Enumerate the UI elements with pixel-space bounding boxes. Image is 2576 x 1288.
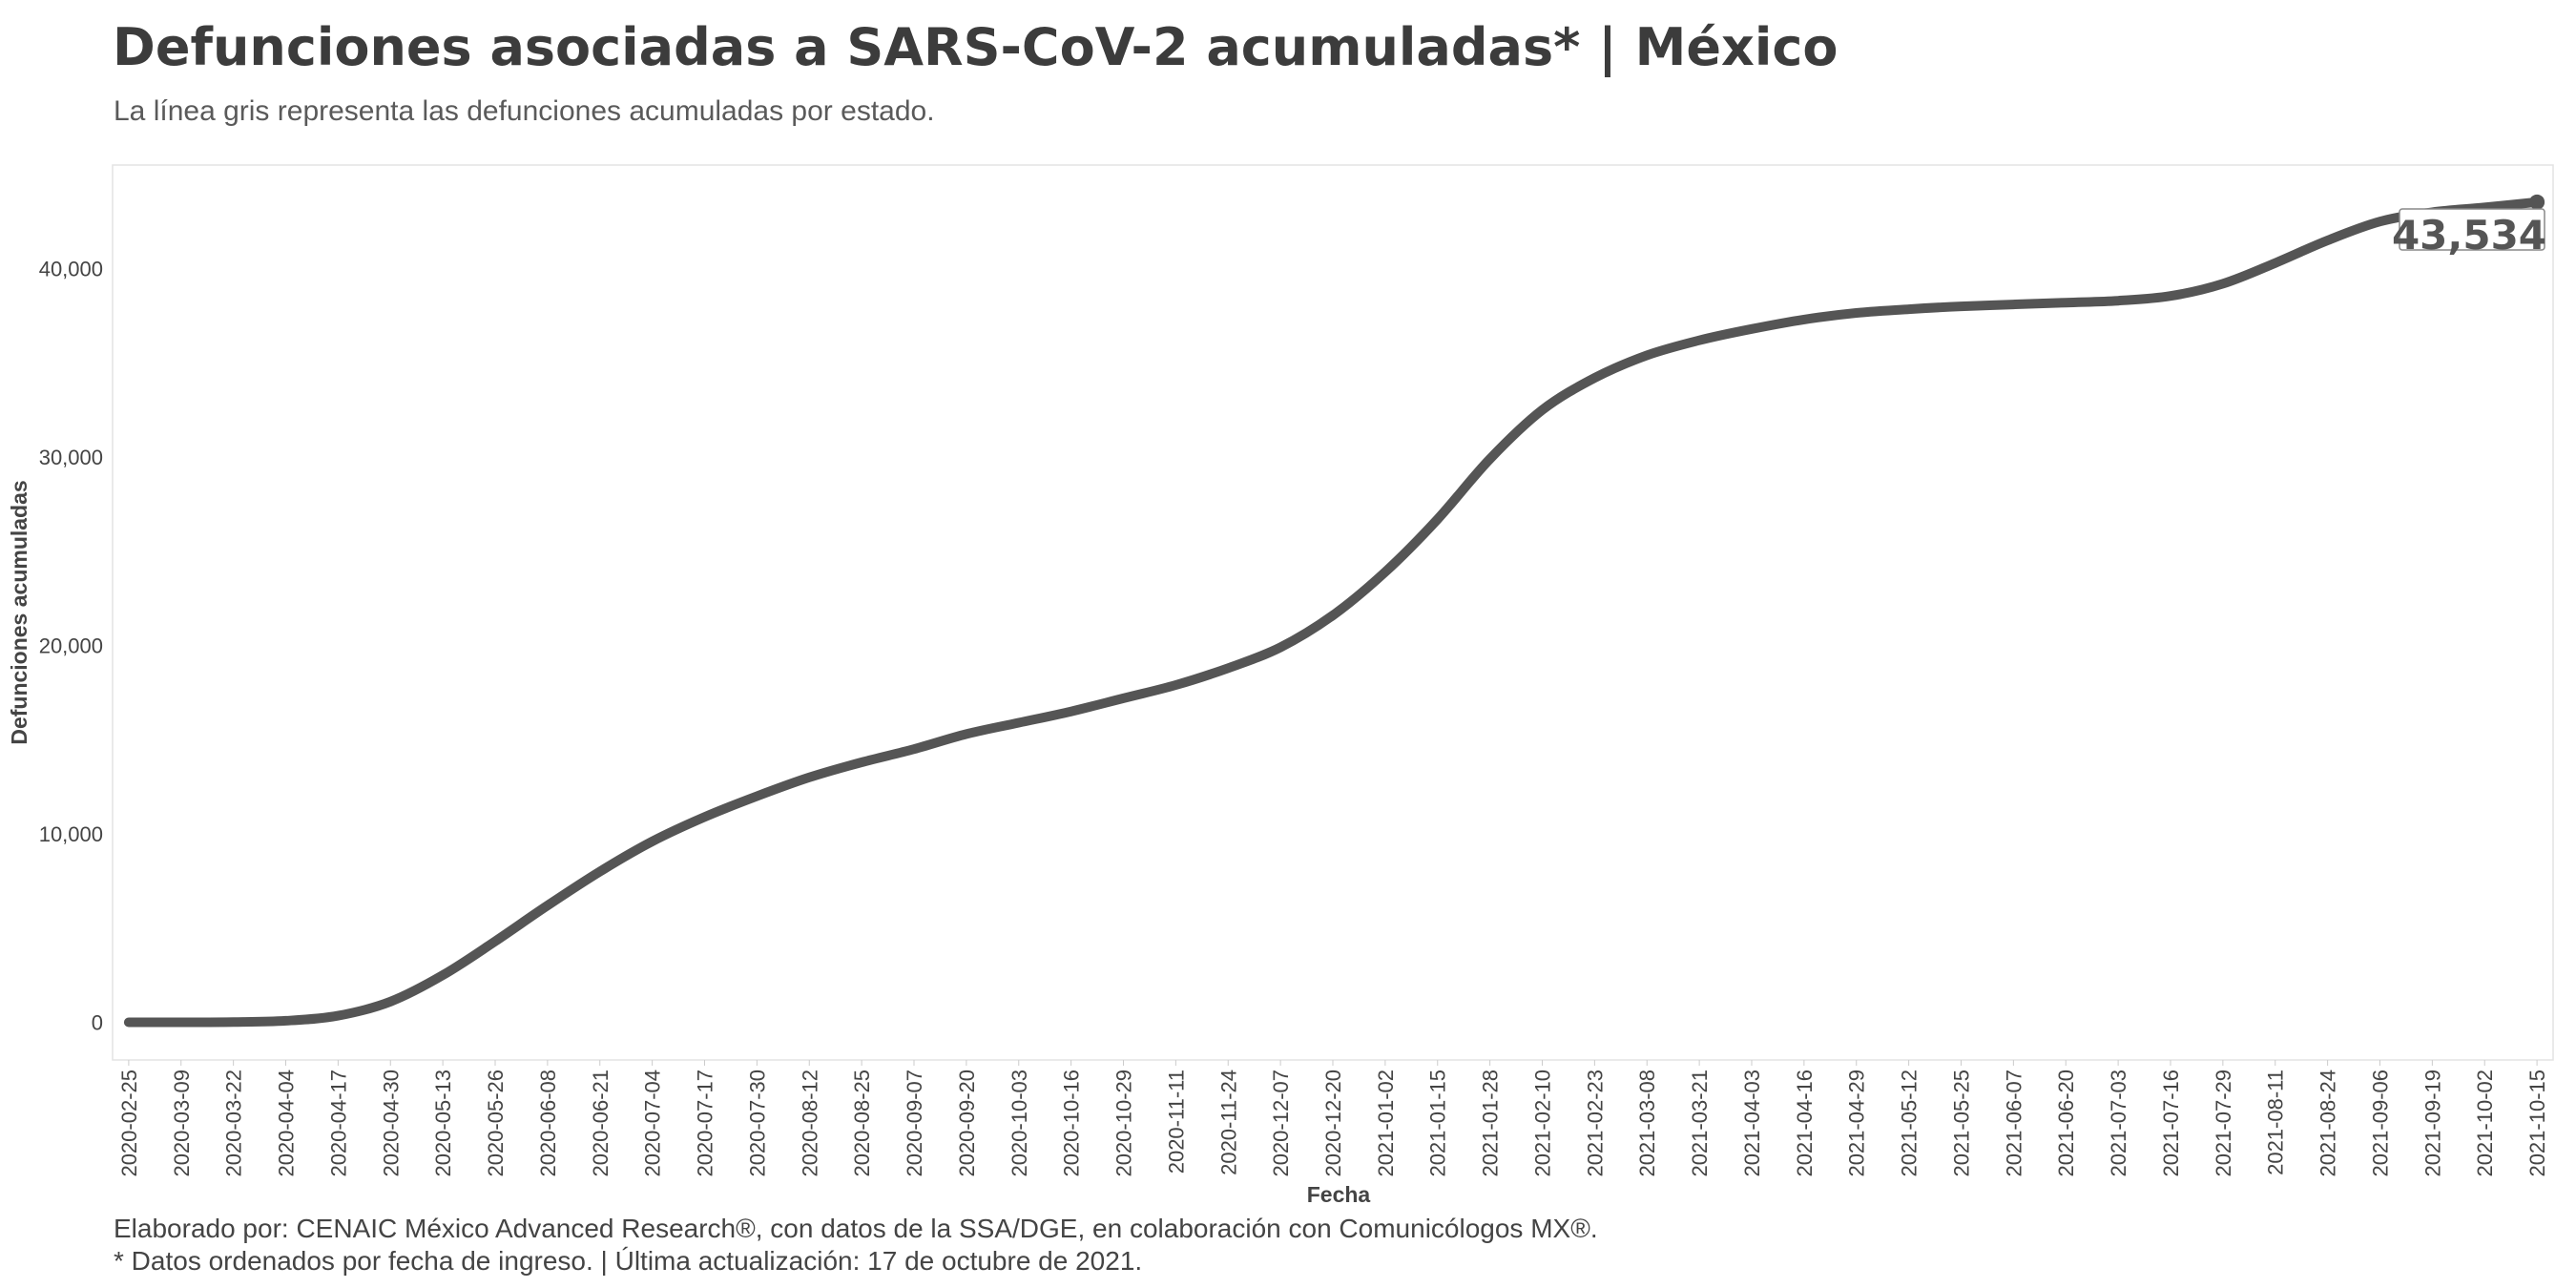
x-tick-label: 2021-07-16 <box>2159 1070 2183 1177</box>
x-tick-label: 2021-10-02 <box>2473 1070 2497 1177</box>
x-tick-label: 2020-12-07 <box>1269 1070 1293 1177</box>
x-tick-label: 2020-07-17 <box>694 1070 717 1177</box>
chart-title: Defunciones asociadas a SARS-CoV-2 acumu… <box>113 17 1838 77</box>
x-tick-label: 2021-03-21 <box>1688 1070 1712 1177</box>
series-line <box>123 197 2543 1028</box>
y-axis-title: Defunciones acumuladas <box>7 480 31 744</box>
x-tick-label: 2020-10-16 <box>1060 1070 1084 1177</box>
y-tick-label: 0 <box>92 1011 103 1035</box>
x-tick-label: 2021-04-03 <box>1740 1070 1764 1177</box>
x-tick-label: 2020-08-12 <box>798 1070 821 1177</box>
x-tick-label: 2020-09-07 <box>903 1070 926 1177</box>
x-tick-label: 2020-08-25 <box>850 1070 874 1177</box>
x-tick-label: 2020-05-26 <box>484 1070 508 1177</box>
x-tick-label: 2021-01-28 <box>1479 1070 1503 1177</box>
end-label-value: 43,534 <box>2392 212 2546 259</box>
x-tick-label: 2020-11-24 <box>1216 1070 1240 1175</box>
x-axis-title: Fecha <box>1307 1182 1371 1207</box>
x-tick-label: 2021-06-07 <box>2002 1070 2025 1177</box>
x-tick-label: 2020-07-30 <box>745 1070 769 1177</box>
chart-subtitle: La línea gris representa las defunciones… <box>114 95 935 127</box>
x-tick-label: 2021-01-02 <box>1374 1070 1398 1177</box>
x-tick-label: 2021-09-06 <box>2368 1070 2392 1177</box>
x-tick-label: 2020-04-04 <box>275 1070 299 1177</box>
x-tick-label: 2021-09-19 <box>2420 1070 2444 1177</box>
x-tick-label: 2020-03-22 <box>222 1070 246 1177</box>
x-tick-label: 2020-05-13 <box>431 1070 455 1177</box>
x-tick-label: 2020-09-20 <box>955 1070 979 1177</box>
x-tick-label: 2021-02-23 <box>1583 1070 1607 1177</box>
x-tick-label: 2021-07-03 <box>2107 1070 2130 1177</box>
x-tick-label: 2020-10-03 <box>1008 1070 1031 1177</box>
x-tick-label: 2021-10-15 <box>2525 1070 2549 1177</box>
caption-notes: * Datos ordenados por fecha de ingreso. … <box>114 1246 1142 1276</box>
x-tick-label: 2020-02-25 <box>117 1070 141 1177</box>
y-tick-label: 30,000 <box>39 446 103 469</box>
x-tick-label: 2021-04-16 <box>1793 1070 1817 1177</box>
end-point <box>2529 194 2545 210</box>
x-tick-label: 2020-03-09 <box>170 1070 194 1177</box>
x-tick-label: 2020-04-17 <box>326 1070 350 1177</box>
y-tick-label: 40,000 <box>39 258 103 281</box>
x-tick-label: 2021-08-24 <box>2316 1070 2340 1177</box>
y-tick-label: 20,000 <box>39 634 103 658</box>
y-tick-label: 10,000 <box>39 822 103 846</box>
x-tick-label: 2021-06-20 <box>2054 1070 2078 1177</box>
x-tick-label: 2020-07-04 <box>641 1070 665 1177</box>
x-tick-label: 2020-10-29 <box>1112 1070 1136 1177</box>
x-tick-label: 2021-07-29 <box>2212 1070 2235 1177</box>
x-tick-label: 2020-06-21 <box>589 1070 613 1177</box>
x-tick-label: 2021-05-12 <box>1898 1070 1922 1177</box>
x-tick-label: 2021-05-25 <box>1949 1070 1973 1177</box>
x-tick-label: 2020-11-11 <box>1164 1070 1188 1174</box>
end-label: 43,534 <box>2392 208 2546 259</box>
x-tick-label: 2021-03-08 <box>1635 1070 1659 1177</box>
x-tick-label: 2021-08-11 <box>2264 1070 2288 1175</box>
x-tick-label: 2020-06-08 <box>536 1070 560 1177</box>
x-tick-label: 2021-04-29 <box>1845 1070 1869 1177</box>
y-axis: 0 10,000 20,000 30,000 40,000 <box>39 258 103 1035</box>
x-tick-label: 2020-12-20 <box>1321 1070 1345 1177</box>
end-label-box <box>2399 208 2545 251</box>
caption-credits: Elaborado por: CENAIC México Advanced Re… <box>114 1214 1598 1243</box>
x-axis: 2020-02-25 2020-03-09 2020-03-22 2020-04-04… <box>117 1060 2549 1177</box>
x-tick-label: 2020-04-30 <box>379 1070 403 1177</box>
x-tick-label: 2021-02-10 <box>1530 1070 1554 1177</box>
x-tick-label: 2021-01-15 <box>1426 1070 1450 1177</box>
